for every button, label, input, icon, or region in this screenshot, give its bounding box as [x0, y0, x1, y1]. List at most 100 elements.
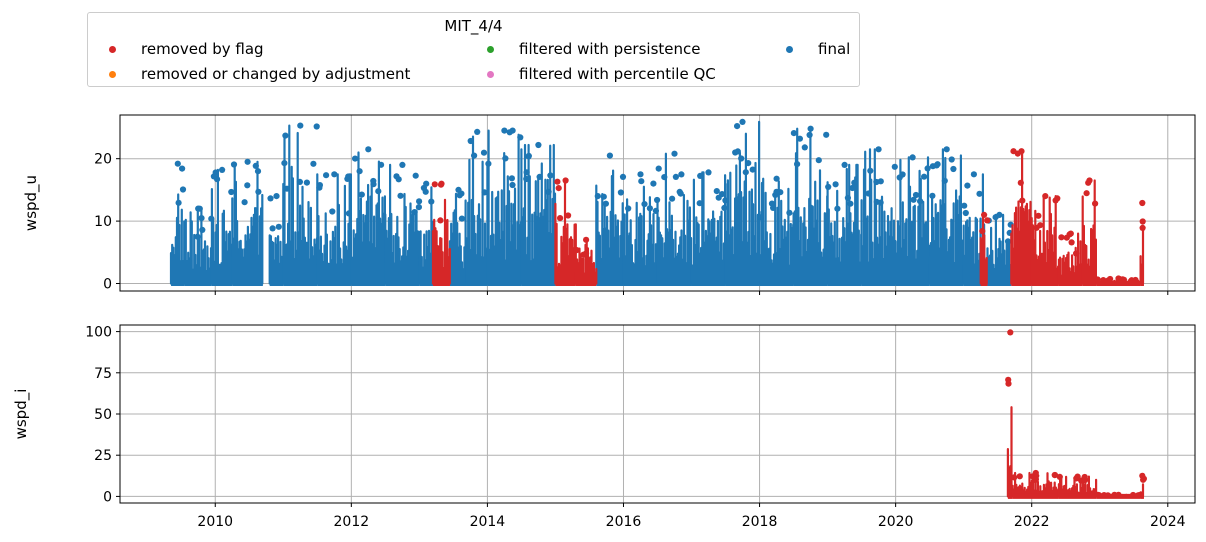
data-point — [964, 182, 971, 189]
data-point — [416, 198, 423, 205]
x-tick-label: 2014 — [470, 514, 506, 530]
data-point-max — [1018, 148, 1025, 155]
series-segment — [486, 129, 523, 285]
data-point — [834, 205, 841, 212]
data-point — [378, 161, 385, 168]
data-point — [545, 188, 552, 195]
series-segment — [282, 124, 318, 285]
data-point — [316, 182, 323, 189]
data-point — [646, 205, 654, 212]
data-point — [241, 199, 248, 206]
data-point-max — [423, 180, 430, 187]
series-segment — [860, 148, 897, 285]
data-point — [230, 161, 238, 168]
x-tick-label: 2020 — [878, 514, 914, 530]
data-point — [1004, 238, 1012, 245]
series-segment — [622, 185, 659, 285]
data-point — [768, 200, 776, 207]
data-point — [456, 192, 463, 199]
data-point — [602, 200, 610, 207]
data-point — [523, 169, 530, 176]
x-tick-label: 2018 — [742, 514, 778, 530]
data-point — [655, 165, 662, 172]
legend-marker-filtered-persistence — [487, 46, 494, 53]
series-segment — [894, 156, 931, 285]
data-point — [310, 160, 317, 167]
axes-frame — [119, 114, 1196, 292]
data-point-max — [273, 193, 280, 200]
data-point-max — [773, 175, 780, 182]
data-point — [244, 182, 251, 189]
data-point — [796, 135, 804, 142]
data-point-max — [1139, 199, 1146, 207]
series-removed-by-flag — [1005, 329, 1147, 499]
data-point — [485, 160, 492, 167]
y-tick-label: 20 — [94, 152, 112, 168]
data-point — [600, 193, 607, 200]
series-segment — [465, 135, 489, 285]
data-point — [557, 215, 564, 222]
data-point — [924, 165, 931, 172]
series-segment — [986, 213, 1012, 285]
data-point — [815, 157, 822, 164]
data-point — [825, 183, 832, 190]
data-point-max — [996, 211, 1003, 218]
data-point — [1139, 218, 1146, 225]
data-point — [210, 173, 217, 180]
data-point — [1073, 250, 1080, 257]
data-point — [984, 217, 991, 224]
data-point-max — [583, 236, 590, 243]
data-point — [877, 178, 884, 185]
data-point — [697, 172, 704, 179]
data-point — [734, 148, 741, 155]
data-point-max — [909, 154, 916, 161]
data-point-max — [297, 122, 304, 129]
data-point — [573, 247, 580, 254]
series-segment — [418, 186, 434, 285]
data-point — [1019, 197, 1026, 204]
data-point — [554, 178, 561, 185]
data-point-max — [671, 150, 678, 157]
data-point-max — [438, 180, 445, 187]
data-point — [555, 185, 562, 192]
data-point-max — [195, 205, 202, 212]
y-tick-label: 10 — [94, 214, 112, 230]
data-point — [1051, 471, 1058, 479]
data-point — [1032, 476, 1039, 484]
data-point — [536, 173, 543, 180]
data-point — [412, 172, 419, 179]
data-point — [773, 188, 780, 195]
series-segment — [979, 214, 988, 285]
data-point — [352, 155, 359, 162]
series-segment — [448, 192, 468, 285]
legend-label-filtered-percentile: filtered with percentile QC — [519, 65, 716, 83]
data-point-max — [943, 146, 950, 153]
y-axis-label: wspd_u — [22, 175, 41, 231]
series-segment — [826, 163, 863, 285]
series-final — [169, 118, 1014, 287]
data-point — [255, 188, 262, 195]
data-point — [267, 195, 274, 202]
data-point — [509, 181, 516, 189]
y-tick-label: 0 — [103, 277, 112, 293]
data-point — [929, 192, 936, 199]
data-point — [1058, 234, 1065, 241]
x-tick-label: 2016 — [606, 514, 642, 530]
data-point — [431, 181, 438, 188]
legend-label-filtered-persistence: filtered with persistence — [519, 40, 701, 58]
data-point-max — [1086, 177, 1093, 184]
data-point — [467, 137, 474, 145]
data-point — [806, 131, 813, 139]
data-point — [458, 215, 465, 222]
data-point — [509, 127, 516, 134]
data-point — [669, 195, 676, 202]
data-point — [619, 173, 627, 180]
data-point — [175, 199, 182, 206]
series-segment — [520, 143, 557, 285]
data-point-max — [365, 146, 372, 153]
data-point — [650, 180, 657, 187]
data-point-max — [1139, 472, 1146, 479]
series-segment — [183, 207, 213, 285]
data-point — [941, 177, 948, 184]
